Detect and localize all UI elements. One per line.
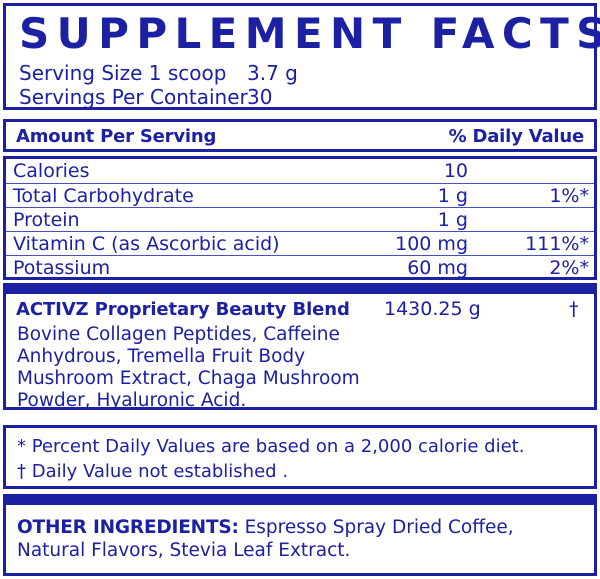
footnote-daily-value-not-established: † Daily Value not established . <box>17 461 289 482</box>
serving-size-label: Serving Size 1 scoop <box>19 61 227 85</box>
page-title: SUPPLEMENT FACTS <box>19 9 600 58</box>
table-row: Total Carbohydrate 1 g 1%* <box>6 183 594 207</box>
nutrient-amount: 1 g <box>437 185 468 207</box>
blend-ingredients-list: Bovine Collagen Peptides, Caffeine Anhyd… <box>17 324 360 411</box>
serving-size-row: Serving Size 1 scoop 3.7 g <box>19 61 298 85</box>
nutrient-amount: 100 mg <box>395 233 468 255</box>
nutrients-table: Calories 10 Total Carbohydrate 1 g 1%* P… <box>3 156 597 280</box>
table-header-row: Amount Per Serving % Daily Value <box>3 119 597 152</box>
table-row: Calories 10 <box>6 159 594 183</box>
section-divider-blend <box>3 283 597 291</box>
footnote-percent-daily-value: * Percent Daily Values are based on a 2,… <box>17 436 525 457</box>
column-header-amount: Amount Per Serving <box>16 126 217 147</box>
nutrient-daily-value: 2%* <box>549 257 589 279</box>
table-row: Potassium 60 mg 2%* <box>6 255 594 279</box>
servings-per-container-value: 30 <box>247 85 273 109</box>
other-ingredients-section: OTHER INGREDIENTS: Espresso Spray Dried … <box>3 502 597 576</box>
nutrient-daily-value: 111%* <box>525 233 589 255</box>
nutrient-name: Protein <box>13 209 80 231</box>
blend-amount: 1430.25 g <box>384 298 481 320</box>
proprietary-blend-section: ACTIVZ Proprietary Beauty Blend 1430.25 … <box>3 291 597 411</box>
column-header-daily-value: % Daily Value <box>448 126 585 147</box>
nutrient-name: Potassium <box>13 257 111 279</box>
nutrient-amount: 1 g <box>437 209 468 231</box>
serving-size-value: 3.7 g <box>247 61 298 85</box>
servings-per-container-row: Servings Per Container30 <box>19 85 272 109</box>
other-ingredients-value: Espresso Spray Dried Coffee, Natural Fla… <box>17 517 514 561</box>
nutrient-amount: 10 <box>443 160 468 182</box>
blend-daily-value-dagger: † <box>569 298 579 320</box>
nutrient-name: Vitamin C (as Ascorbic acid) <box>13 233 280 255</box>
nutrient-name: Calories <box>13 160 90 182</box>
table-row: Protein 1 g <box>6 207 594 231</box>
other-ingredients-label: OTHER INGREDIENTS: <box>17 517 239 538</box>
servings-per-container-label: Servings Per Container <box>19 85 248 109</box>
nutrient-amount: 60 mg <box>407 257 468 279</box>
nutrient-daily-value: 1%* <box>549 185 589 207</box>
other-ingredients-text: OTHER INGREDIENTS: Espresso Spray Dried … <box>17 516 583 562</box>
header-section: SUPPLEMENT FACTS Serving Size 1 scoop 3.7… <box>3 3 600 110</box>
blend-name: ACTIVZ Proprietary Beauty Blend <box>16 299 350 320</box>
footnotes-section: * Percent Daily Values are based on a 2,… <box>3 425 597 489</box>
table-row: Vitamin C (as Ascorbic acid) 100 mg 111%… <box>6 231 594 255</box>
nutrient-name: Total Carbohydrate <box>13 185 194 207</box>
section-divider-other-ingredients <box>3 494 597 502</box>
